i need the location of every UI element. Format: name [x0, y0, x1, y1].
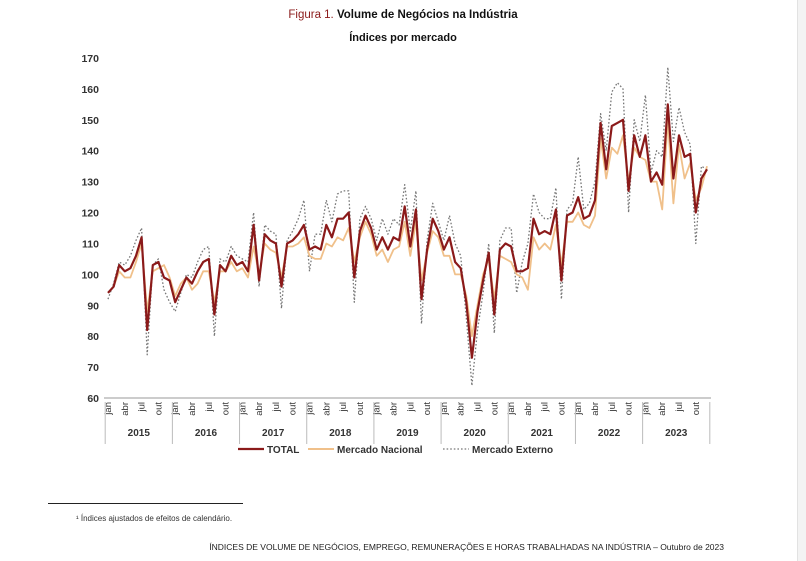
x-tick-label: jan — [372, 402, 383, 416]
x-tick-label: abr — [254, 402, 265, 416]
x-tick-label: out — [624, 402, 635, 416]
x-tick-label: jan — [439, 402, 450, 416]
footnote-divider — [48, 503, 243, 504]
legend-label: Mercado Externo — [472, 445, 553, 456]
year-label: 2016 — [195, 428, 218, 439]
y-tick-label: 60 — [87, 393, 99, 405]
x-tick-label: jan — [573, 402, 584, 416]
y-tick-label: 140 — [81, 146, 99, 158]
x-tick-label: out — [221, 402, 232, 416]
y-tick-label: 120 — [81, 208, 99, 220]
x-tick-label: abr — [187, 402, 198, 416]
series-line-mercado-nacional — [107, 118, 708, 338]
x-tick-label: out — [489, 402, 500, 416]
x-tick-label: abr — [321, 402, 332, 416]
x-tick-label: abr — [523, 402, 534, 416]
x-tick-label: out — [556, 402, 567, 416]
x-tick-label: jan — [103, 402, 114, 416]
series-line-total — [107, 103, 708, 359]
figure-title: Volume de Negócios na Indústria — [336, 9, 518, 21]
x-tick-label: out — [355, 402, 366, 416]
x-tick-label: jul — [540, 402, 551, 413]
x-tick-label: jul — [271, 402, 282, 413]
y-tick-label: 110 — [82, 238, 99, 250]
x-tick-label: jan — [237, 402, 248, 416]
y-tick-label: 160 — [81, 84, 99, 96]
y-tick-label: 170 — [81, 53, 99, 65]
x-tick-label: jul — [137, 402, 148, 413]
year-label: 2020 — [464, 428, 487, 439]
y-tick-label: 100 — [81, 269, 99, 281]
legend-label: TOTAL — [267, 445, 299, 456]
x-tick-label: out — [691, 402, 702, 416]
y-tick-label: 130 — [81, 177, 99, 189]
series-line-mercado-externo — [107, 66, 708, 387]
y-tick-label: 90 — [87, 300, 99, 312]
x-tick-label: jul — [204, 402, 215, 413]
x-tick-label: jan — [640, 402, 651, 416]
year-label: 2021 — [531, 428, 554, 439]
x-tick-label: jul — [472, 402, 483, 413]
year-label: 2017 — [262, 428, 285, 439]
year-label: 2018 — [329, 428, 352, 439]
year-label: 2023 — [665, 428, 688, 439]
x-tick-label: jan — [305, 402, 316, 416]
window-edge — [797, 0, 806, 561]
chart-subtitle: Índices por mercado — [349, 32, 457, 44]
x-tick-label: abr — [456, 402, 467, 416]
figure-label: Figura 1. — [288, 9, 334, 21]
year-label: 2015 — [128, 428, 151, 439]
x-tick-label: jul — [607, 402, 618, 413]
x-tick-label: abr — [657, 402, 668, 416]
page-footer: ÍNDICES DE VOLUME DE NEGÓCIOS, EMPREGO, … — [209, 542, 724, 552]
x-tick-label: abr — [590, 402, 601, 416]
y-tick-label: 150 — [81, 115, 99, 127]
x-tick-label: jul — [674, 402, 685, 413]
x-tick-label: out — [422, 402, 433, 416]
x-tick-label: jul — [338, 402, 349, 413]
footnote: ¹ Índices ajustados de efeitos de calend… — [76, 514, 233, 523]
legend-label: Mercado Nacional — [337, 445, 423, 456]
y-tick-label: 70 — [87, 362, 99, 374]
year-label: 2019 — [396, 428, 419, 439]
chart-title: Figura 1. Volume de Negócios na Indústri… — [0, 8, 806, 23]
x-tick-label: abr — [120, 402, 131, 416]
y-tick-label: 80 — [87, 331, 99, 343]
x-tick-label: out — [288, 402, 299, 416]
x-tick-label: jan — [170, 402, 181, 416]
x-tick-label: jan — [506, 402, 517, 416]
x-tick-label: abr — [389, 402, 400, 416]
x-tick-label: out — [153, 402, 164, 416]
x-tick-label: jul — [405, 402, 416, 413]
year-label: 2022 — [598, 428, 621, 439]
